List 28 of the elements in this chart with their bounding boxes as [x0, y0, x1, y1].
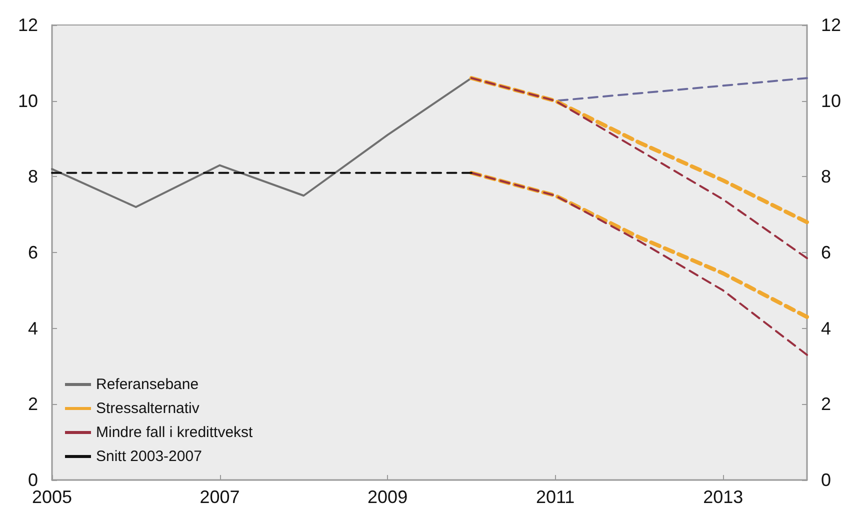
y2-tick-label: 0	[821, 470, 832, 490]
y-tick-label: 2	[28, 394, 38, 414]
y-tick-label: 12	[18, 15, 38, 35]
legend-label: Mindre fall i kredittvekst	[96, 424, 254, 441]
y-tick-label: 4	[28, 318, 38, 338]
y2-tick-label: 4	[821, 318, 832, 338]
y2-tick-label: 10	[821, 90, 842, 111]
y2-tick-label: 12	[821, 15, 842, 35]
y2-tick-label: 6	[821, 242, 832, 262]
x-tick-label: 2007	[200, 487, 240, 507]
x-tick-label: 2009	[368, 487, 408, 507]
x-tick-label: 2011	[536, 487, 575, 507]
x-tick-label: 2013	[703, 487, 744, 507]
line-series	[469, 76, 809, 224]
line-series	[470, 172, 808, 356]
line-series	[469, 170, 809, 319]
legend-label: Snitt 2003-2007	[96, 448, 202, 465]
y-tick-label: 8	[28, 166, 38, 187]
y2-tick-label: 2	[821, 394, 832, 414]
legend-label: Referansebane	[96, 376, 199, 393]
y-tick-label: 6	[28, 242, 38, 262]
legend-label: Stressalternativ	[96, 400, 200, 417]
y2-tick-label: 8	[821, 166, 832, 187]
x-tick-label: 2005	[32, 487, 72, 507]
line-series	[470, 77, 808, 260]
line-series	[51, 77, 472, 208]
y-tick-label: 10	[18, 90, 38, 111]
y-tick-label: 0	[28, 470, 38, 490]
